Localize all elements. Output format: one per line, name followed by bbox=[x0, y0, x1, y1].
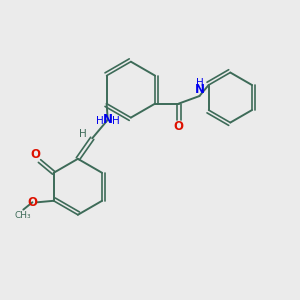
Text: H: H bbox=[96, 116, 104, 126]
Text: H: H bbox=[196, 78, 204, 88]
Text: N: N bbox=[195, 83, 205, 96]
Text: O: O bbox=[27, 196, 38, 209]
Text: CH₃: CH₃ bbox=[15, 211, 31, 220]
Text: H: H bbox=[112, 116, 120, 126]
Text: O: O bbox=[30, 148, 40, 161]
Text: H: H bbox=[79, 129, 87, 139]
Text: N: N bbox=[103, 113, 113, 126]
Text: O: O bbox=[174, 120, 184, 133]
